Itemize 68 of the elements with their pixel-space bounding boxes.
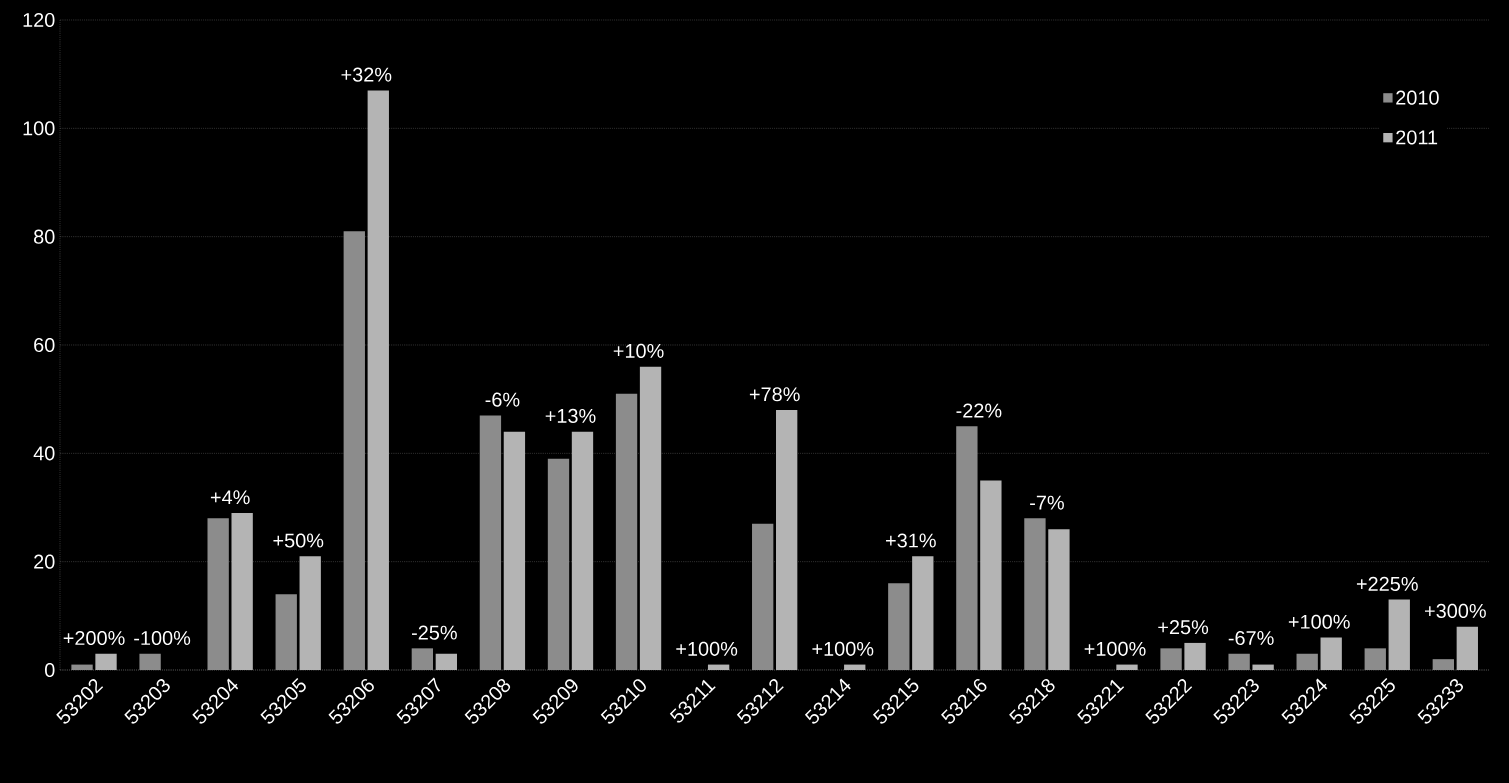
bar (1048, 529, 1070, 670)
bar (95, 653, 117, 670)
bar (1252, 664, 1274, 670)
annotation: +300% (1425, 603, 1486, 618)
annotation: +78% (749, 387, 800, 402)
annotation: +4% (210, 490, 250, 505)
annotation: -7% (1030, 495, 1064, 510)
bar (547, 458, 570, 670)
bar (1456, 626, 1478, 670)
y-tick-label: 40 (33, 446, 55, 461)
bar (752, 523, 774, 670)
bar (299, 556, 321, 670)
bar (367, 90, 389, 670)
annotation: +200% (63, 630, 125, 646)
annotation: +25% (1158, 620, 1209, 635)
bar (1364, 648, 1386, 670)
bar (1388, 599, 1410, 670)
y-tick-label: 100 (23, 121, 55, 136)
bar (139, 653, 161, 670)
bar (912, 556, 934, 670)
bar (1432, 659, 1454, 670)
annotation: +100% (1288, 614, 1350, 629)
bar (615, 393, 638, 670)
bar (888, 583, 910, 670)
bar (411, 648, 434, 670)
bar (1296, 653, 1318, 670)
annotation: -22% (956, 403, 1002, 418)
bar (1024, 518, 1046, 670)
bar (639, 366, 662, 670)
annotation: +100% (812, 641, 874, 656)
bar (776, 409, 798, 670)
bar (479, 415, 502, 670)
bar (956, 426, 978, 670)
y-tick-label: 20 (34, 554, 55, 569)
bar (503, 431, 526, 670)
y-tick-label: 80 (34, 229, 55, 244)
bar (71, 664, 93, 670)
bar (707, 664, 730, 670)
annotation: +10% (613, 343, 664, 358)
annotation: -100% (134, 630, 191, 646)
annotation: +32% (341, 67, 392, 82)
bar (207, 518, 229, 670)
bar (343, 231, 365, 670)
bar (844, 664, 866, 670)
bar (1160, 648, 1182, 670)
annotation: -67% (1228, 630, 1274, 646)
bar (1184, 642, 1206, 670)
bar (435, 653, 458, 670)
y-tick-label: 60 (34, 337, 55, 353)
annotation: -25% (411, 625, 457, 640)
y-tick-label: 120 (23, 12, 55, 28)
bar (1228, 653, 1250, 670)
bar (1320, 637, 1342, 670)
annotation: +100% (1084, 641, 1146, 656)
legend-label: 2010 (1396, 90, 1439, 105)
bar (231, 512, 253, 670)
bar (571, 431, 594, 670)
annotation: +225% (1356, 576, 1418, 591)
annotation: +31% (886, 533, 936, 548)
bar (980, 480, 1002, 670)
legend-label: 2011 (1396, 130, 1438, 145)
annotation: +13% (545, 408, 596, 423)
annotation: -6% (485, 392, 520, 407)
annotation: +50% (273, 533, 324, 548)
bar (275, 594, 297, 670)
annotation: +100% (676, 641, 738, 656)
y-tick-label: 0 (45, 662, 55, 678)
bar (1116, 664, 1138, 670)
